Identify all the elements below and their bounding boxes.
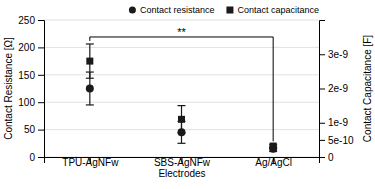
tick: SBS-AgNFwElectrodes xyxy=(154,157,211,179)
tick-label: Ag/AgCl xyxy=(255,157,292,168)
tick-mark xyxy=(319,140,325,141)
error-cap xyxy=(178,132,186,133)
legend-marker xyxy=(129,7,136,14)
tick-label: 1e-9 xyxy=(328,117,348,128)
marker xyxy=(178,116,185,123)
legend: Contact resistance Contact capacitance xyxy=(129,5,319,15)
tick-mark xyxy=(38,157,44,158)
grid-line xyxy=(44,74,319,75)
y-axis-title: Contact Resistance [Ω] xyxy=(3,37,14,140)
y2-axis: 0 5e-10 1e-9 2e-9 3e-9 xyxy=(319,21,354,163)
tick: 150 xyxy=(18,70,44,81)
tick-mark xyxy=(319,89,325,90)
series xyxy=(86,72,277,153)
y2-axis-title: Contact Capacitance [F] xyxy=(362,35,373,142)
legend-label: Contact capacitance xyxy=(237,5,319,15)
tick-label: 250 xyxy=(18,15,35,26)
tick-label: 100 xyxy=(18,97,35,108)
tick-label: 50 xyxy=(24,124,36,135)
tick-mark xyxy=(38,47,44,48)
marker xyxy=(270,143,277,150)
error-cap xyxy=(86,78,94,79)
error-cap xyxy=(86,43,94,44)
tick-mark xyxy=(319,54,325,55)
tick: 3e-9 xyxy=(319,49,348,60)
plot: 0 50 100 150 200 250 0 5e-10 1e-9 2e-9 3e-9 TPU-AgN… xyxy=(18,15,354,179)
marker xyxy=(86,85,94,93)
tick-label: 2e-9 xyxy=(328,83,348,94)
tick-label: TPU-AgNFw xyxy=(62,157,119,168)
error-cap xyxy=(178,143,186,144)
tick-label: 5e-10 xyxy=(328,135,354,146)
tick: 250 xyxy=(18,15,44,26)
tick: 0 xyxy=(319,152,334,163)
tick-label: 150 xyxy=(18,70,35,81)
tick: 0 xyxy=(29,152,44,163)
tick-mark xyxy=(38,20,44,21)
tick-mark xyxy=(38,75,44,76)
marker xyxy=(86,58,93,65)
grid-line xyxy=(44,47,319,48)
grid-line xyxy=(44,20,319,21)
grid-line xyxy=(44,102,319,103)
tick: 200 xyxy=(18,42,44,53)
tick: TPU-AgNFw xyxy=(62,157,119,168)
tick: Ag/AgCl xyxy=(255,157,292,168)
tick-label: 0 xyxy=(29,152,35,163)
error-cap xyxy=(178,105,186,106)
marks xyxy=(86,44,277,153)
chart: 0 50 100 150 200 250 0 5e-10 1e-9 2e-9 3e-9 TPU-AgN… xyxy=(0,0,375,189)
tick: 5e-10 xyxy=(319,135,354,146)
tick-label: 0 xyxy=(328,152,334,163)
tick: 1e-9 xyxy=(319,117,348,128)
legend-label: Contact resistance xyxy=(140,5,215,15)
tick: 100 xyxy=(18,97,44,108)
tick-label: 3e-9 xyxy=(328,49,348,60)
significance-bracket xyxy=(90,37,273,141)
axis-line xyxy=(320,21,326,158)
axis-line xyxy=(38,21,45,158)
legend-item: Contact resistance xyxy=(129,5,215,15)
legend-marker xyxy=(226,7,233,14)
tick: 50 xyxy=(24,124,44,135)
annotation: ** xyxy=(177,26,186,38)
tick-label: 200 xyxy=(18,42,35,53)
series xyxy=(86,44,277,150)
error-cap xyxy=(86,104,94,105)
tick: 2e-9 xyxy=(319,83,348,94)
tick-mark xyxy=(319,123,325,124)
tick-mark xyxy=(38,130,44,131)
y-axis: 0 50 100 150 200 250 xyxy=(18,15,44,163)
x-axis: TPU-AgNFw SBS-AgNFwElectrodes Ag/AgCl xyxy=(45,157,320,179)
legend-item: Contact capacitance xyxy=(226,5,319,15)
tick-mark xyxy=(38,102,44,103)
grid xyxy=(44,20,319,157)
tick-label: SBS-AgNFwElectrodes xyxy=(154,157,211,179)
